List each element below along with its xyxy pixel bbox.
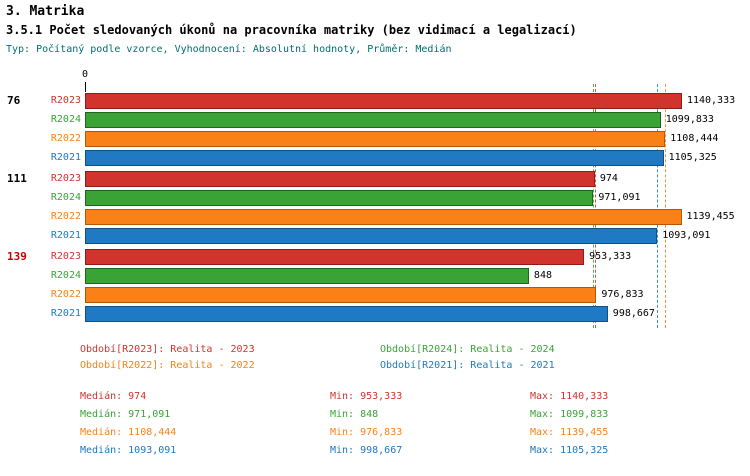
bar-R2022 <box>85 131 666 147</box>
stat-max-R2023: Max: 1140,333 <box>530 391 609 402</box>
median-line-R2023 <box>594 84 596 328</box>
bar-R2022 <box>85 209 682 225</box>
bar-value-label: 1105,325 <box>668 152 717 163</box>
series-label-R2022: R2022 <box>50 289 81 300</box>
stat-min-R2022: Min: 976,833 <box>330 427 403 438</box>
bar-R2023 <box>85 171 595 187</box>
series-label-R2022: R2022 <box>50 133 81 144</box>
stat-min-R2021: Min: 998,667 <box>330 445 403 456</box>
bar-R2024 <box>85 190 594 206</box>
series-label-R2024: R2024 <box>50 270 81 281</box>
series-label-R2024: R2024 <box>50 114 81 125</box>
stat-median-R2021: Medián: 1093,091 <box>80 445 177 456</box>
bar-value-label: 1099,833 <box>665 114 714 125</box>
bar-value-label: 971,091 <box>598 192 641 203</box>
legend-item-R2024: Období[R2024]: Realita - 2024 <box>380 344 555 355</box>
median-line-R2024 <box>593 84 595 328</box>
legend-item-R2021: Období[R2021]: Realita - 2021 <box>380 360 555 371</box>
group-label: 139 <box>7 250 27 263</box>
stat-median-R2024: Medián: 971,091 <box>80 409 171 420</box>
series-label-R2023: R2023 <box>50 173 81 184</box>
legend-item-R2023: Období[R2023]: Realita - 2023 <box>80 344 255 355</box>
bar-value-label: 1108,444 <box>670 133 719 144</box>
legend: Období[R2023]: Realita - 2023 Období[R202… <box>80 344 740 371</box>
series-label-R2021: R2021 <box>50 230 81 241</box>
bar-value-label: 953,333 <box>589 251 632 262</box>
bar-value-label: 998,667 <box>612 308 655 319</box>
chart-title: 3. Matrika <box>6 4 85 19</box>
bar-R2021 <box>85 306 608 322</box>
bar-R2024 <box>85 268 529 284</box>
stat-median-R2023: Medián: 974 <box>80 391 147 402</box>
legend-item-R2022: Období[R2022]: Realita - 2022 <box>80 360 255 371</box>
bar-R2023 <box>85 93 682 109</box>
bar-value-label: 976,833 <box>601 289 644 300</box>
bar-value-label: 1140,333 <box>686 95 736 106</box>
stats-table: Medián: 974 Min: 953,333 Max: 1140,333 Medi… <box>80 391 740 456</box>
axis-tick <box>85 82 86 92</box>
bar-R2022 <box>85 287 597 303</box>
stat-min-R2023: Min: 953,333 <box>330 391 403 402</box>
series-label-R2023: R2023 <box>50 95 81 106</box>
bar-value-label: 1093,091 <box>662 230 711 241</box>
bar-R2024 <box>85 112 661 128</box>
group-label: 111 <box>7 172 27 185</box>
bar-value-label: 848 <box>533 270 552 281</box>
stat-max-R2024: Max: 1099,833 <box>530 409 609 420</box>
bar-value-label: 1139,455 <box>686 211 735 222</box>
chart-subtitle: 3.5.1 Počet sledovaných úkonů na pracovn… <box>6 23 577 37</box>
series-label-R2024: R2024 <box>50 192 81 203</box>
group-label: 76 <box>7 94 21 107</box>
series-label-R2022: R2022 <box>50 211 81 222</box>
median-line-R2021 <box>657 84 659 328</box>
bar-R2021 <box>85 228 658 244</box>
axis-origin-label: 0 <box>81 69 89 80</box>
stat-min-R2024: Min: 848 <box>330 409 379 420</box>
stat-median-R2022: Medián: 1108,444 <box>80 427 177 438</box>
bar-value-label: 974 <box>599 173 618 184</box>
stat-max-R2021: Max: 1105,325 <box>530 445 609 456</box>
chart-meta-line: Typ: Počítaný podle vzorce, Vyhodnocení:… <box>6 44 452 55</box>
series-label-R2023: R2023 <box>50 251 81 262</box>
series-label-R2021: R2021 <box>50 308 81 319</box>
series-label-R2021: R2021 <box>50 152 81 163</box>
bar-R2021 <box>85 150 664 166</box>
median-line-R2022 <box>665 84 667 328</box>
bar-R2023 <box>85 249 585 265</box>
bar-chart-plot: 0 76 R2023 1140,333 R2024 1099,833 R2022 1108,… <box>7 69 735 330</box>
stat-max-R2022: Max: 1139,455 <box>530 427 609 438</box>
